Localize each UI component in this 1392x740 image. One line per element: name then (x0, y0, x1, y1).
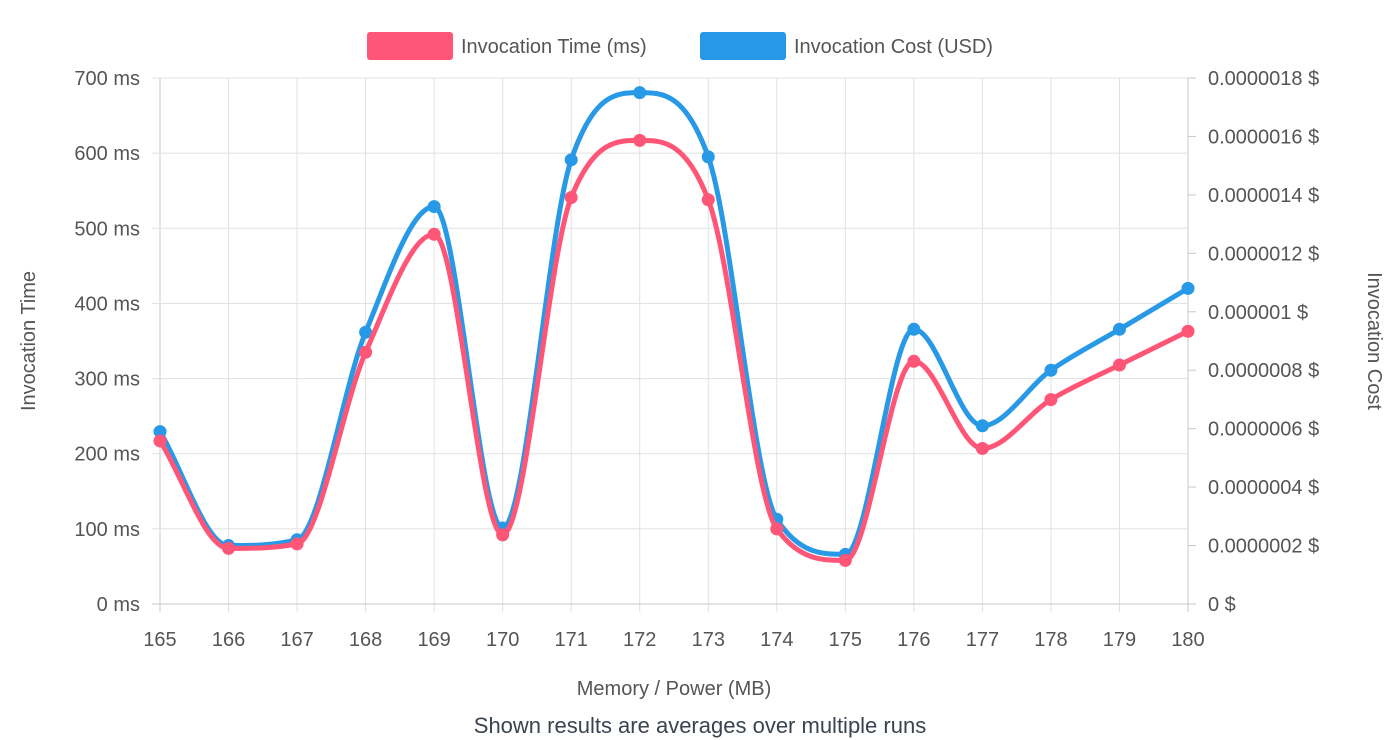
y-right-tick-label: 0 $ (1208, 594, 1236, 616)
y-left-tick-label: 400 ms (74, 293, 140, 315)
series-invocation-cost (153, 86, 1195, 561)
y-axis-left-title: Invocation Time (18, 271, 40, 411)
data-point[interactable] (838, 553, 852, 567)
data-point[interactable] (1181, 324, 1195, 338)
y-left-tick-label: 600 ms (74, 143, 140, 165)
data-point[interactable] (907, 322, 921, 336)
data-point[interactable] (222, 541, 236, 555)
data-point[interactable] (564, 153, 578, 167)
legend-item[interactable]: Invocation Time (ms) (367, 32, 647, 60)
series-line (157, 90, 1191, 557)
y-axis-right-title: Invocation Cost (1363, 272, 1385, 410)
data-point[interactable] (633, 86, 647, 100)
series-line (157, 137, 1191, 563)
x-tick-label: 167 (280, 629, 313, 651)
x-axis-title: Memory / Power (MB) (577, 678, 771, 700)
data-point[interactable] (1112, 322, 1126, 336)
data-point[interactable] (564, 190, 578, 204)
legend-label: Invocation Time (ms) (461, 36, 647, 58)
y-left-tick-label: 500 ms (74, 218, 140, 240)
x-tick-label: 172 (623, 629, 656, 651)
data-point[interactable] (701, 193, 715, 207)
x-tick-label: 171 (555, 629, 588, 651)
data-point[interactable] (633, 133, 647, 147)
y-right-tick-label: 0.0000014 $ (1208, 185, 1319, 207)
data-point[interactable] (975, 441, 989, 455)
y-right-tick-label: 0.0000002 $ (1208, 536, 1319, 558)
data-point[interactable] (1044, 363, 1058, 377)
data-point[interactable] (359, 345, 373, 359)
x-tick-label: 180 (1171, 629, 1204, 651)
data-point[interactable] (427, 227, 441, 241)
y-left-tick-label: 100 ms (74, 519, 140, 541)
x-tick-label: 165 (143, 629, 176, 651)
y-right-tick-label: 0.0000018 $ (1208, 68, 1319, 90)
x-tick-label: 177 (966, 629, 999, 651)
data-point[interactable] (907, 354, 921, 368)
series (153, 86, 1195, 567)
chart-caption: Shown results are averages over multiple… (474, 713, 926, 738)
data-point[interactable] (427, 200, 441, 214)
legend-label: Invocation Cost (USD) (794, 36, 993, 58)
data-point[interactable] (770, 522, 784, 536)
y-left-tick-label: 0 ms (97, 594, 140, 616)
x-tick-label: 179 (1103, 629, 1136, 651)
x-tick-label: 174 (760, 629, 793, 651)
data-point[interactable] (496, 528, 510, 542)
data-point[interactable] (1044, 393, 1058, 407)
data-point[interactable] (975, 419, 989, 433)
grid (152, 77, 1196, 612)
x-tick-label: 176 (897, 629, 930, 651)
data-point[interactable] (290, 537, 304, 551)
y-left-tick-label: 700 ms (74, 68, 140, 90)
y-left-tick-label: 300 ms (74, 369, 140, 391)
data-point[interactable] (153, 434, 167, 448)
x-tick-label: 169 (417, 629, 450, 651)
x-tick-label: 168 (349, 629, 382, 651)
y-right-tick-label: 0.0000012 $ (1208, 243, 1319, 265)
y-right-tick-label: 0.0000016 $ (1208, 126, 1319, 148)
x-tick-label: 178 (1034, 629, 1067, 651)
y-right-tick-label: 0.0000004 $ (1208, 477, 1319, 499)
data-point[interactable] (1112, 358, 1126, 372)
x-tick-label: 175 (829, 629, 862, 651)
legend-swatch (367, 32, 453, 60)
y-right-tick-label: 0.0000006 $ (1208, 419, 1319, 441)
x-tick-label: 166 (212, 629, 245, 651)
data-point[interactable] (701, 150, 715, 164)
data-point[interactable] (1181, 281, 1195, 295)
legend: Invocation Time (ms) Invocation Cost (USD… (367, 32, 993, 60)
legend-swatch (700, 32, 786, 60)
axes: 165 166 167 168 169 170 171 172 173 174 175 176 177 1… (74, 68, 1319, 651)
legend-item[interactable]: Invocation Cost (USD) (700, 32, 993, 60)
y-right-tick-label: 0.000001 $ (1208, 302, 1308, 324)
x-tick-label: 170 (486, 629, 519, 651)
x-tick-label: 173 (692, 629, 725, 651)
series-invocation-time (153, 133, 1195, 567)
y-left-tick-label: 200 ms (74, 444, 140, 466)
y-right-tick-label: 0.0000008 $ (1208, 360, 1319, 382)
